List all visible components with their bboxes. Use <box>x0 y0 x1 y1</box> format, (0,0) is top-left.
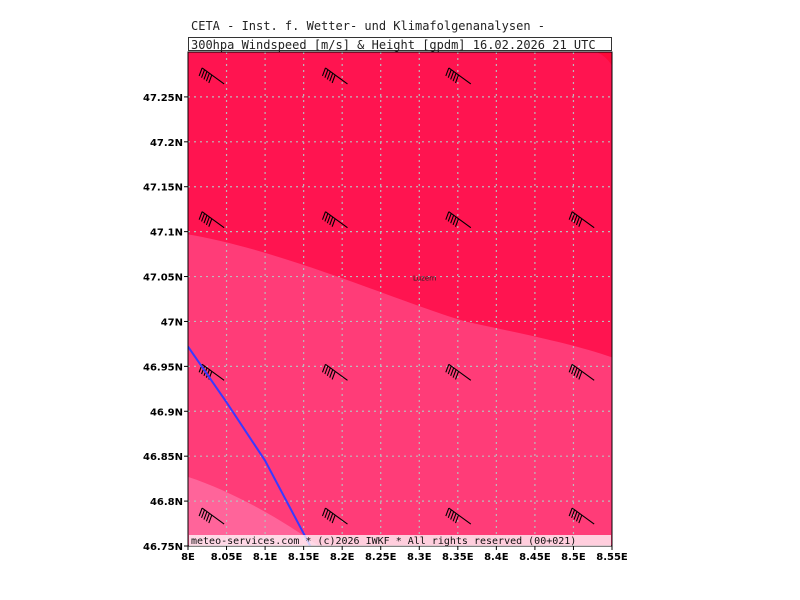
wind-barb-icon <box>568 507 595 525</box>
wind-barb-icon <box>445 507 472 525</box>
lon-tick-label: 8.55E <box>596 552 628 563</box>
wind-barb-icon <box>445 363 472 381</box>
footer-box <box>189 535 611 546</box>
lat-tick-label: 46.95N <box>143 362 183 373</box>
windspeed-band-low <box>188 476 320 546</box>
axis-ticks: 8E 8.05E 8.1E 8.15E 8.2E 8.25E 8.3E 8.35E 8.4E 8.… <box>143 93 628 563</box>
lat-tick-label: 46.75N <box>143 542 183 553</box>
wind-barb-icon <box>321 67 348 85</box>
wind-barb-icon <box>445 67 472 85</box>
lon-tick-label: 8.2E <box>330 552 355 563</box>
city-label-luzern: Luzern <box>413 275 436 283</box>
lat-tick-label: 47.1N <box>150 228 183 239</box>
height-contour <box>188 346 312 546</box>
lon-tick-label: 8.05E <box>211 552 243 563</box>
lon-tick-label: 8.5E <box>561 552 586 563</box>
lon-tick-label: 8.4E <box>484 552 509 563</box>
lat-tick-label: 46.9N <box>150 407 183 418</box>
map-subtitle: 300hpa Windspeed [m/s] & Height [gpdm] 1… <box>188 37 612 52</box>
lon-tick-label: 8.1E <box>253 552 278 563</box>
lon-tick-label: 8.3E <box>407 552 432 563</box>
wind-barb-icon <box>321 507 348 525</box>
wind-barb-icon <box>198 211 225 229</box>
lon-tick-label: 8.45E <box>519 552 551 563</box>
lon-tick-label: 8.25E <box>365 552 397 563</box>
lat-tick-label: 46.85N <box>143 452 183 463</box>
lon-tick-label: 8.35E <box>442 552 474 563</box>
wind-barb-icon <box>568 211 595 229</box>
map-title: CETA - Inst. f. Wetter- und Klimafolgena… <box>191 19 546 33</box>
lat-tick-label: 47.15N <box>143 183 183 194</box>
lon-tick-label: 8E <box>181 552 195 563</box>
wind-barb-icon <box>198 507 225 525</box>
lat-lon-grid <box>188 52 612 546</box>
wind-barb-icon <box>321 363 348 381</box>
lat-tick-label: 47N <box>161 317 183 328</box>
lon-tick-label: 8.15E <box>288 552 320 563</box>
windspeed-band-mid <box>188 234 612 546</box>
lat-tick-label: 47.05N <box>143 273 183 284</box>
lat-tick-label: 47.2N <box>150 138 183 149</box>
windspeed-band-max <box>596 52 612 66</box>
wind-barb-icon <box>445 211 472 229</box>
copyright-footer: meteo-services.com * (c)2026 IWKF * All … <box>191 536 576 547</box>
wind-barb-icon <box>198 67 225 85</box>
wind-barb-icon <box>321 211 348 229</box>
lat-tick-label: 47.25N <box>143 93 183 104</box>
wind-barb-icon <box>568 363 595 381</box>
wind-barbs <box>198 67 595 525</box>
lat-tick-label: 46.8N <box>150 497 183 508</box>
